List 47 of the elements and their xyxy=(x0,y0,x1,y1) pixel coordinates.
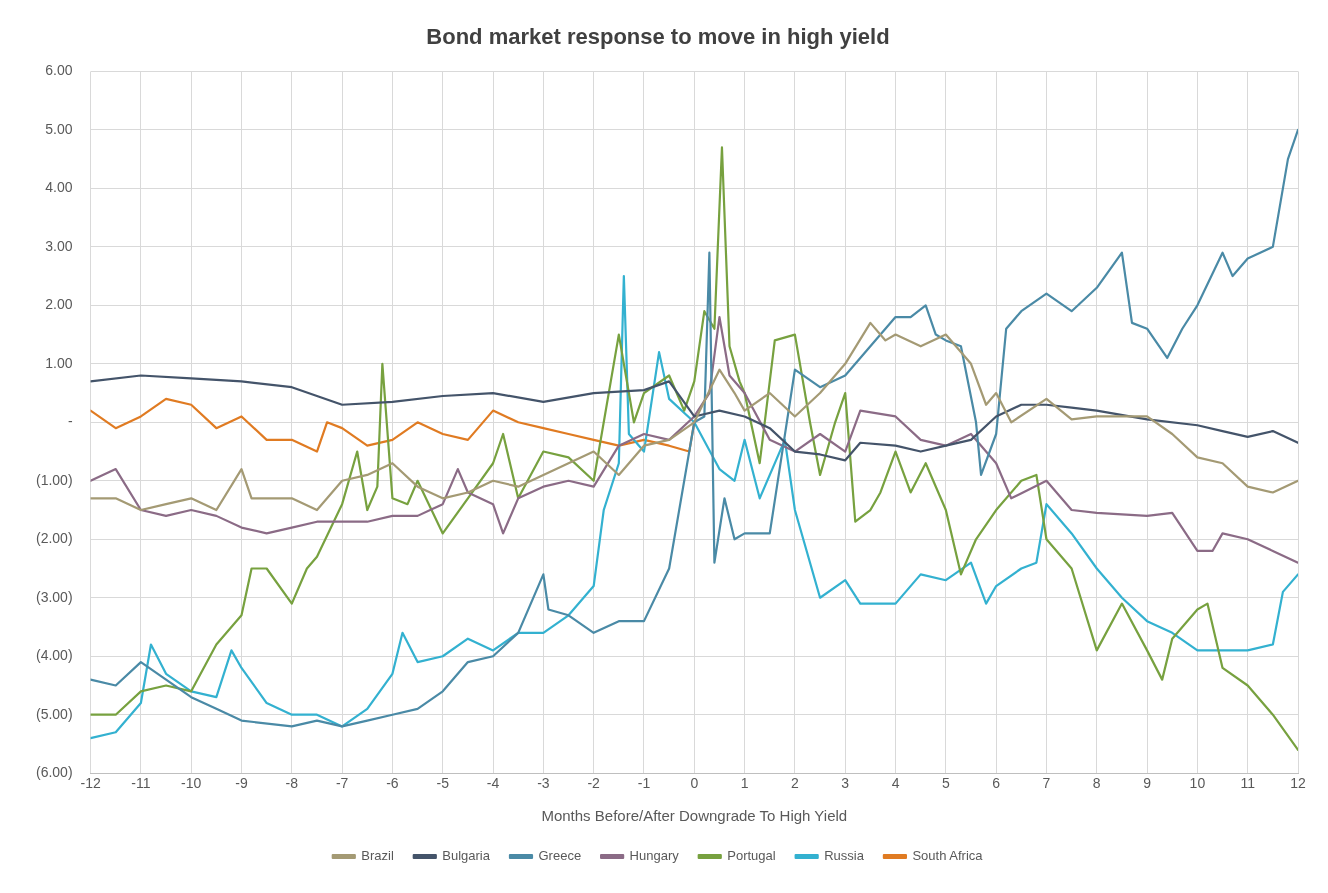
x-tick-label: -10 xyxy=(181,775,202,792)
y-tick-label: (3.00) xyxy=(35,588,73,605)
x-tick-label: 3 xyxy=(841,775,850,792)
x-axis-title: Months Before/After Downgrade To High Yield xyxy=(541,807,848,825)
x-tick-label: 6 xyxy=(992,775,1001,792)
chart-title: Bond market response to move in high yield xyxy=(426,24,890,50)
x-tick-label: 10 xyxy=(1189,775,1206,792)
x-tick-label: 4 xyxy=(891,775,900,792)
y-tick-label: (1.00) xyxy=(35,471,73,488)
y-tick-label: (4.00) xyxy=(35,647,73,664)
x-tick-label: -12 xyxy=(80,775,101,792)
x-tick-label: -8 xyxy=(285,775,299,792)
x-tick-label: -6 xyxy=(386,775,399,792)
x-tick-label: 2 xyxy=(791,775,800,792)
x-tick-label: -2 xyxy=(587,775,601,792)
legend-label: Portugal xyxy=(727,848,776,864)
legend-label: Greece xyxy=(538,848,582,864)
x-tick-label: -9 xyxy=(235,775,248,792)
x-tick-label: -7 xyxy=(335,775,349,792)
y-tick-label: 4.00 xyxy=(45,179,73,196)
x-tick-label: 11 xyxy=(1240,775,1256,792)
y-tick-label: 1.00 xyxy=(45,354,73,371)
x-tick-label: -11 xyxy=(131,775,151,792)
x-tick-label: -1 xyxy=(637,775,651,792)
x-tick-label: 7 xyxy=(1042,775,1051,792)
legend-label: Brazil xyxy=(361,848,394,864)
x-tick-label: 9 xyxy=(1143,775,1152,792)
x-tick-label: 1 xyxy=(740,775,749,792)
y-tick-label: - xyxy=(67,413,73,430)
y-tick-label: 2.00 xyxy=(45,296,73,313)
x-tick-label: 8 xyxy=(1092,775,1101,792)
y-tick-label: (5.00) xyxy=(35,705,73,722)
y-tick-label: 5.00 xyxy=(45,120,73,137)
x-tick-label: 0 xyxy=(690,775,699,792)
x-tick-label: -5 xyxy=(436,775,450,792)
legend-label: Bulgaria xyxy=(442,848,491,864)
legend-label: Hungary xyxy=(629,848,680,864)
x-tick-label: 12 xyxy=(1290,775,1306,792)
x-tick-label: 5 xyxy=(941,775,950,792)
x-tick-label: -3 xyxy=(537,775,550,792)
y-tick-label: (6.00) xyxy=(35,764,73,781)
legend-label: Russia xyxy=(824,848,865,864)
y-tick-label: 6.00 xyxy=(45,62,73,79)
y-tick-label: (2.00) xyxy=(35,530,73,547)
legend-label: South Africa xyxy=(912,848,984,864)
y-tick-label: 3.00 xyxy=(45,237,73,254)
x-tick-label: -4 xyxy=(486,775,500,792)
